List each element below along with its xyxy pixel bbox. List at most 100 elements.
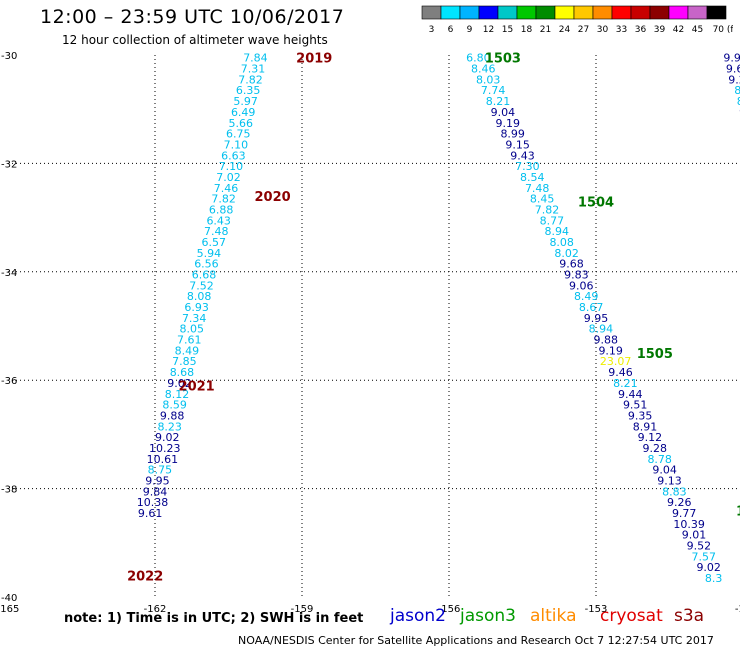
chart-subtitle: 12 hour collection of altimeter wave hei… [62,33,328,47]
wave-height-value: 7.52 [189,279,214,292]
color-scale-label: 24 [559,25,571,35]
color-scale-label: 6 [448,25,454,35]
color-scale-label: 9 [467,25,473,35]
wave-height-value: 8.2 [734,84,740,97]
wave-height-value: 8.12 [165,388,190,401]
wave-height-value: 6.43 [206,214,231,227]
wave-height-value: 9.01 [682,529,707,542]
wave-height-value: 7.57 [692,550,717,563]
wave-height-value: 6.63 [221,149,246,162]
wave-height-value: 9.43 [510,149,535,162]
wave-height-value: 8.94 [545,225,570,238]
track-label: 2019 [296,52,332,67]
track-label: 2021 [179,380,215,395]
wave-height-value: 7.85 [172,355,197,368]
wave-height-value: 8.46 [471,63,496,76]
color-scale-label: 70 (ft) [713,25,733,35]
wave-height-value: 9.15 [505,138,530,151]
wave-height-value: 9.77 [672,507,697,520]
wave-height-value: 9.19 [598,344,623,357]
wave-height-value: 8.02 [554,247,579,260]
wave-height-value: 9.61 [138,507,163,520]
wave-height-value: 6.93 [184,301,209,314]
wave-height-value: 7.02 [216,171,241,184]
wave-height-value: 9.02 [696,561,721,574]
wave-height-value: 9.51 [623,399,648,412]
wave-height-value: 8.78 [647,453,672,466]
track-label: 2020 [255,190,291,205]
color-scale-label: 18 [521,25,533,35]
wave-height-value: 9.52 [687,540,712,553]
wave-height-value: 8.99 [500,128,525,141]
wave-height-value: 7.82 [238,73,263,86]
y-tick-label: -38 [1,485,17,496]
wave-height-value: 8.45 [530,193,555,206]
wave-height-value: 6.35 [236,84,261,97]
wave-height-value: 8.54 [520,171,545,184]
x-tick-label: -156 [438,604,461,615]
wave-height-value: 8.05 [180,323,205,336]
legend-cryosat: cryosat [600,606,663,626]
wave-height-value: 8.3 [705,572,723,585]
wave-height-value: 9.44 [618,388,643,401]
y-tick-label: -36 [1,376,17,387]
wave-height-value: 9.04 [652,464,677,477]
wave-height-value: 9.95 [584,312,609,325]
wave-height-value: 7.48 [525,182,550,195]
wave-height-value: 9.28 [728,73,740,86]
wave-height-value: 6.68 [192,269,217,282]
wave-height-value: 10.38 [137,496,169,509]
wave-height-value: 7.61 [177,334,202,347]
wave-height-value: 9.28 [643,442,668,455]
color-scale-label: 39 [654,25,666,35]
credit-line: NOAA/NESDIS Center for Satellite Applica… [238,634,714,647]
wave-height-value: 8.91 [633,420,658,433]
wave-height-value: 8.94 [589,323,614,336]
color-scale-label: 33 [616,25,627,35]
wave-height-value: 8.21 [613,377,638,390]
track-label: 1505 [637,347,673,362]
legend-jason3: jason3 [460,606,516,626]
wave-height-value: 8.77 [540,214,565,227]
wave-height-value: 6.56 [194,258,219,271]
wave-height-value: 9.02 [167,377,192,390]
wave-height-value: 8.83 [662,485,687,498]
legend-s3a: s3a [674,606,705,626]
wave-height-value: 7.82 [535,203,560,216]
x-tick-label: -159 [291,604,314,615]
wave-height-value: 8.49 [574,290,599,303]
wave-height-value: 23.07 [600,355,632,368]
color-scale-label: 30 [597,25,609,35]
color-scale-label: 27 [578,25,589,35]
wave-height-value: 5.94 [197,247,222,260]
track-label: 2022 [127,569,163,584]
wave-height-value: 5.97 [233,95,258,108]
y-tick-label: -32 [1,159,17,170]
wave-height-value: 9.02 [155,431,180,444]
wave-height-value: 9.83 [564,269,589,282]
legend-jason2: jason2 [390,606,446,626]
wave-height-value: 9.46 [608,366,633,379]
wave-height-value: 10.23 [149,442,181,455]
wave-height-value: 9.13 [657,474,682,487]
x-tick-label: -162 [144,604,167,615]
color-swatch [706,5,727,20]
wave-height-value: 9.88 [594,334,619,347]
wave-height-value: 5.66 [229,117,254,130]
wave-height-value: 10.61 [147,453,179,466]
track-label: 1504 [578,195,614,210]
wave-height-value: 9.88 [160,409,185,422]
wave-height-value: 8.23 [157,420,182,433]
wave-height-value: 9.99 [723,52,740,65]
wave-height-value: 9.06 [569,279,594,292]
wave-height-value: 7.82 [211,193,236,206]
wave-height-value: 8.08 [187,290,212,303]
wave-height-value: 7.10 [219,160,244,173]
wave-height-value: 7.48 [204,225,229,238]
wave-height-value: 10.39 [673,518,705,531]
x-tick-label: -165 [0,604,19,615]
wave-height-value: 6.88 [209,203,234,216]
color-scale-label: 42 [673,25,684,35]
